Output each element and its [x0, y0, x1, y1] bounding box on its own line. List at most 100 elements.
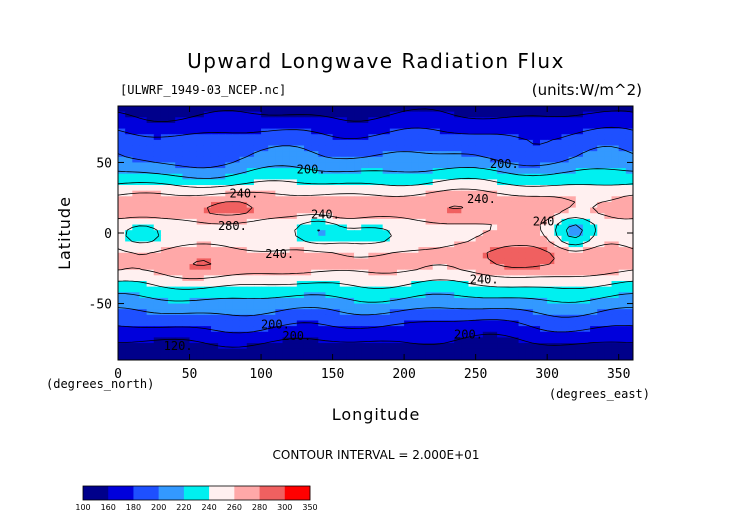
field-cell	[604, 252, 613, 259]
field-cell	[540, 230, 548, 237]
field-cell	[375, 111, 384, 118]
field-cell	[504, 292, 512, 299]
field-cell	[132, 230, 141, 237]
field-cell	[232, 111, 241, 118]
field-cell	[482, 190, 491, 197]
field-cell	[146, 168, 155, 175]
field-cell	[511, 309, 520, 316]
field-cell	[475, 213, 484, 220]
field-cell	[468, 106, 477, 113]
field-cell	[532, 320, 541, 327]
field-cell	[346, 348, 355, 355]
field-cell	[497, 230, 505, 237]
field-cell	[604, 168, 613, 175]
field-cell	[447, 185, 455, 192]
field-cell	[447, 343, 455, 350]
field-cell	[597, 247, 605, 254]
field-cell	[411, 320, 420, 327]
field-cell	[597, 173, 605, 180]
field-cell	[296, 258, 305, 265]
field-cell	[146, 354, 155, 360]
field-cell	[361, 348, 369, 355]
field-cell	[561, 106, 570, 113]
field-cell	[611, 258, 620, 265]
field-cell	[175, 224, 183, 231]
field-cell	[346, 122, 355, 130]
field-cell	[597, 179, 605, 186]
field-cell	[454, 151, 462, 158]
field-cell	[432, 122, 441, 130]
field-cell	[175, 292, 183, 299]
y-tick-label: -50	[89, 298, 112, 313]
field-cell	[346, 303, 355, 310]
field-cell	[475, 230, 484, 237]
field-cell	[604, 106, 613, 113]
field-cell	[568, 185, 577, 192]
field-cell	[261, 258, 269, 265]
field-cell	[590, 151, 598, 158]
field-cell	[618, 303, 627, 310]
field-cell	[404, 252, 412, 259]
field-cell	[561, 309, 570, 316]
field-cell	[597, 128, 605, 135]
field-cell	[561, 145, 570, 152]
field-cell	[561, 207, 570, 214]
field-cell	[253, 247, 262, 254]
field-cell	[125, 343, 133, 350]
field-cell	[468, 162, 477, 169]
field-cell	[504, 314, 512, 322]
field-cell	[540, 354, 548, 360]
field-cell	[332, 196, 341, 203]
field-cell	[425, 320, 434, 327]
field-cell	[489, 258, 498, 265]
field-cell	[404, 196, 412, 203]
field-cell	[261, 286, 269, 293]
colorbar-swatch	[158, 486, 185, 500]
field-cell	[511, 320, 520, 327]
field-cell	[118, 292, 126, 299]
field-cell	[296, 326, 305, 333]
field-cell	[168, 309, 176, 316]
field-cell	[354, 241, 362, 248]
field-cell	[303, 241, 312, 248]
field-cell	[504, 269, 512, 276]
field-cell	[504, 106, 512, 113]
field-cell	[618, 173, 627, 180]
contour-label: 200.	[282, 329, 311, 343]
field-cell	[525, 213, 534, 220]
field-cell	[504, 331, 512, 339]
field-cell	[168, 264, 176, 271]
field-cell	[218, 201, 226, 209]
field-cell	[253, 269, 262, 276]
field-cell	[590, 139, 598, 147]
field-cell	[118, 185, 126, 192]
field-cell	[618, 280, 627, 288]
field-cell	[275, 241, 284, 248]
field-cell	[210, 201, 219, 209]
field-cell	[146, 122, 155, 130]
field-cell	[382, 326, 391, 333]
field-cell	[482, 269, 491, 276]
field-cell	[418, 269, 427, 276]
field-cell	[175, 258, 183, 265]
field-cell	[189, 151, 198, 158]
field-cell	[468, 320, 477, 327]
field-cell	[239, 286, 248, 293]
field-cell	[332, 280, 341, 288]
field-cell	[418, 314, 427, 322]
field-cell	[375, 117, 384, 124]
field-cell	[318, 247, 327, 254]
field-cell	[132, 280, 141, 288]
field-cell	[210, 247, 219, 254]
field-cell	[368, 213, 377, 220]
field-cell	[253, 337, 262, 344]
field-cell	[497, 286, 505, 293]
field-cell	[439, 241, 448, 248]
field-cell	[525, 348, 534, 355]
field-cell	[518, 331, 527, 339]
field-cell	[153, 309, 162, 316]
field-cell	[511, 343, 520, 350]
field-cell	[339, 196, 348, 203]
field-cell	[404, 224, 412, 231]
field-cell	[439, 280, 448, 288]
